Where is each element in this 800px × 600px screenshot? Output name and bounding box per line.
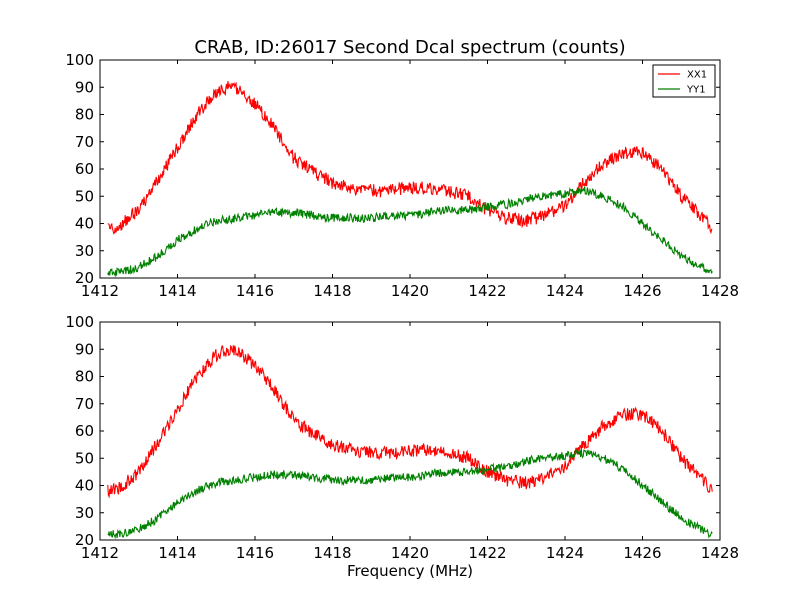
y-tick-label: 90 — [75, 340, 94, 358]
y-tick-label: 40 — [75, 477, 94, 495]
x-tick-label: 1426 — [623, 282, 661, 300]
x-tick-label: 1416 — [236, 544, 274, 562]
bottom-spectrum-plot: 1412 1414 1416 1418 1420 1422 1424 1426 1428 20 30… — [65, 313, 739, 562]
legend-label-yy1: YY1 — [686, 85, 706, 96]
chart-title: CRAB, ID:26017 Second Dcal spectrum (cou… — [194, 37, 625, 58]
y-tick-label: 80 — [75, 368, 94, 386]
y-tick-label: 30 — [75, 504, 94, 522]
x-tick-label: 1414 — [158, 544, 196, 562]
y-tick-label: 90 — [75, 78, 94, 96]
top-spectrum-plot: 1412 1414 1416 1418 1420 1422 1424 1426 1428 20 30… — [65, 51, 739, 300]
y-tick-label: 50 — [75, 449, 94, 467]
y-tick-label: 70 — [75, 395, 94, 413]
series-line-xx1-plot1 — [107, 80, 713, 235]
x-tick-label: 1420 — [391, 544, 429, 562]
series-line-red-plot2 — [107, 344, 713, 499]
legend-box — [652, 64, 716, 98]
x-tick-label: 1414 — [158, 282, 196, 300]
y-tick-label: 60 — [75, 160, 94, 178]
y-tick-label: 70 — [75, 133, 94, 151]
series-line-green-plot2 — [107, 448, 713, 540]
y-tick-label: 100 — [65, 313, 94, 331]
x-tick-label: 1428 — [701, 282, 739, 300]
x-tick-label: 1426 — [623, 544, 661, 562]
x-tick-label: 1418 — [313, 282, 351, 300]
x-tick-label: 1420 — [391, 282, 429, 300]
x-tick-label: 1418 — [313, 544, 351, 562]
x-axis-label: Frequency (MHz) — [347, 562, 473, 580]
y-tick-label: 40 — [75, 215, 94, 233]
x-tick-label: 1424 — [546, 544, 584, 562]
x-tick-label: 1412 — [81, 544, 119, 562]
y-tick-label: 60 — [75, 422, 94, 440]
x-tick-label: 1416 — [236, 282, 274, 300]
y-tick-label: 50 — [75, 187, 94, 205]
x-tick-label: 1424 — [546, 282, 584, 300]
x-tick-label: 1412 — [81, 282, 119, 300]
y-tick-label: 20 — [75, 269, 94, 287]
y-tick-label: 80 — [75, 106, 94, 124]
y-tick-label: 100 — [65, 51, 94, 69]
y-tick-label: 30 — [75, 242, 94, 260]
x-tick-label: 1422 — [468, 544, 506, 562]
x-tick-label: 1428 — [701, 544, 739, 562]
legend-label-xx1: XX1 — [687, 70, 707, 81]
series-line-yy1-plot1 — [107, 186, 713, 278]
y-tick-label: 20 — [75, 531, 94, 549]
x-tick-label: 1422 — [468, 282, 506, 300]
